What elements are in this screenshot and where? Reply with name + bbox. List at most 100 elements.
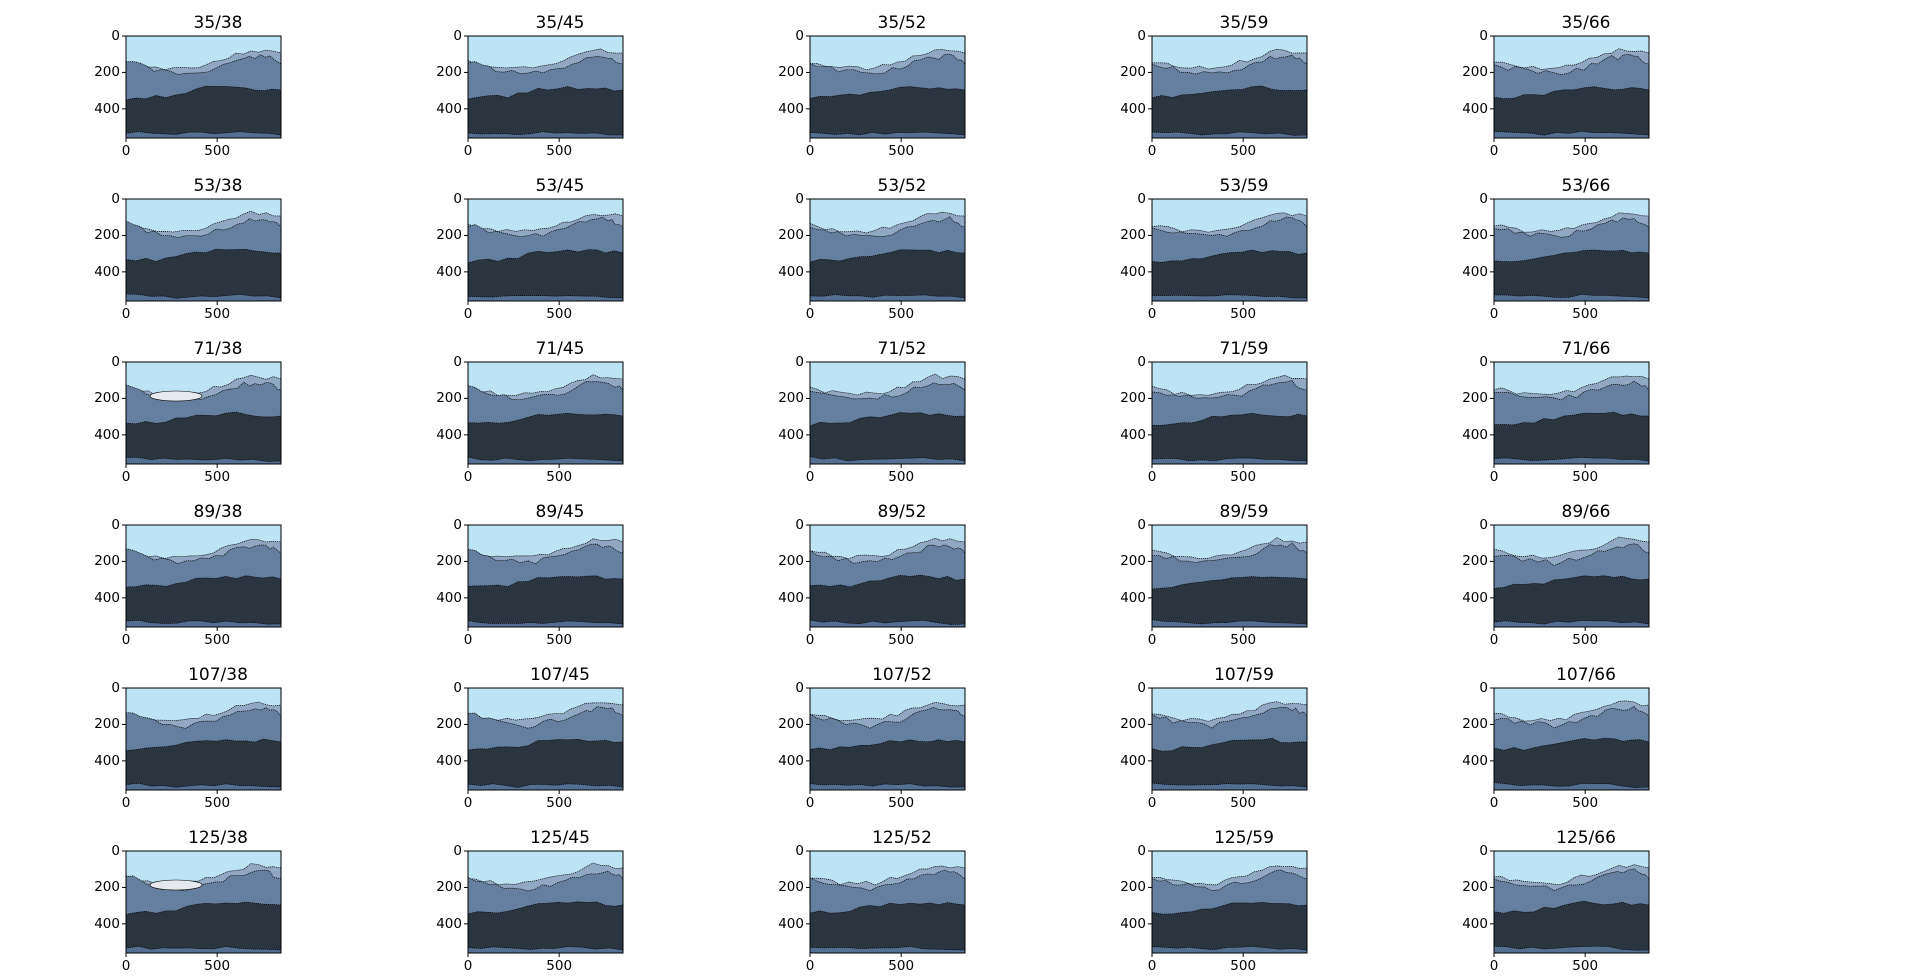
segmented-landscape-image	[806, 524, 966, 631]
segmented-landscape-image	[806, 687, 966, 794]
forest-region	[467, 575, 624, 628]
subplot-title: 71/59	[1219, 339, 1269, 359]
subplot-panel: 125/45 0 200 400 0 500	[382, 825, 642, 975]
y-tick-label: 0	[795, 354, 804, 370]
y-tick-label: 200	[436, 553, 462, 570]
x-tick-label: 500	[1230, 143, 1257, 159]
subplot-panel: 125/52 0 200 400 0 500	[724, 825, 984, 975]
x-tick-label: 0	[805, 958, 815, 974]
forest-region	[125, 85, 282, 139]
y-tick-label: 0	[453, 354, 462, 370]
x-tick-label: 500	[1572, 306, 1599, 322]
y-tick-label: 400	[1120, 426, 1146, 443]
subplot-panel: 71/59 0 200 400 0 500	[1066, 336, 1326, 486]
x-tick-label: 0	[1147, 306, 1157, 322]
subplot-panel: 107/52 0 200 400 0 500	[724, 662, 984, 812]
forest-region	[1151, 902, 1308, 954]
y-tick-label: 400	[1462, 752, 1488, 769]
y-tick-label: 0	[1137, 28, 1146, 44]
y-tick-label: 0	[1137, 680, 1146, 696]
forest-region	[809, 249, 966, 302]
segmented-landscape-image	[806, 361, 966, 468]
y-tick-label: 0	[1137, 354, 1146, 370]
subplot-panel: 89/59 0 200 400 0 500	[1066, 499, 1326, 649]
axes-frame	[125, 35, 282, 139]
y-tick-label: 200	[94, 553, 120, 570]
forest-region	[1151, 249, 1308, 302]
axes-frame	[1151, 850, 1308, 954]
y-tick-label: 400	[1462, 100, 1488, 117]
x-tick-label: 500	[1572, 795, 1599, 811]
subplot-title: 35/59	[1219, 13, 1269, 33]
subplot-panel: 71/52 0 200 400 0 500	[724, 336, 984, 486]
x-tick-label: 500	[204, 306, 231, 322]
y-tick-label: 200	[1462, 716, 1488, 733]
forest-region	[1493, 411, 1650, 465]
y-tick-label: 400	[778, 263, 804, 280]
forest-region	[125, 901, 282, 954]
y-tick-label: 400	[94, 915, 120, 932]
x-tick-label: 0	[463, 958, 473, 974]
subplot-title: 71/45	[535, 339, 585, 359]
axes-frame	[1151, 361, 1308, 465]
subplot-title: 35/45	[535, 13, 585, 33]
y-tick-label: 200	[778, 64, 804, 81]
subplot-panel: 35/45 0 200 400 0 500	[382, 10, 642, 160]
shore-region	[125, 619, 282, 628]
x-tick-label: 500	[204, 632, 231, 648]
subplot-title: 53/52	[877, 176, 927, 196]
x-tick-label: 0	[463, 632, 473, 648]
axes-frame	[467, 198, 624, 302]
subplot-title: 107/59	[1214, 665, 1274, 685]
y-tick-label: 200	[1120, 716, 1146, 733]
segmented-landscape-image	[1490, 198, 1650, 305]
shore-region	[1493, 130, 1650, 139]
segmented-landscape-image	[1148, 850, 1308, 957]
segmented-landscape-image	[1490, 361, 1650, 468]
x-tick-label: 500	[1230, 632, 1257, 648]
x-tick-label: 0	[463, 306, 473, 322]
x-tick-label: 0	[121, 958, 131, 974]
axes-frame	[809, 35, 966, 139]
segmented-landscape-image	[122, 850, 282, 957]
subplot-title: 53/66	[1561, 176, 1611, 196]
x-tick-label: 500	[546, 958, 573, 974]
forest-region	[467, 86, 624, 139]
y-tick-label: 400	[436, 263, 462, 280]
subplot-panel: 53/38 0 200 400 0 500	[40, 173, 300, 323]
x-tick-label: 0	[121, 469, 131, 485]
subplot-panel: 71/45 0 200 400 0 500	[382, 336, 642, 486]
x-tick-label: 0	[1489, 143, 1499, 159]
forest-region	[1151, 737, 1308, 791]
axes-frame	[125, 198, 282, 302]
segmented-landscape-image	[464, 687, 624, 794]
forest-region	[1151, 412, 1308, 465]
subplot-panel: 125/38 0 200 400 0 500	[40, 825, 300, 975]
y-tick-label: 0	[111, 843, 120, 859]
x-tick-label: 500	[888, 143, 915, 159]
forest-region	[467, 738, 624, 791]
x-tick-label: 0	[1489, 306, 1499, 322]
segmented-landscape-image	[464, 361, 624, 468]
subplot-panel: 107/45 0 200 400 0 500	[382, 662, 642, 812]
forest-region	[809, 412, 966, 465]
forest-region	[125, 411, 282, 465]
subplot-title: 125/38	[188, 828, 248, 848]
segmented-landscape-image	[1148, 198, 1308, 305]
x-tick-label: 0	[1147, 795, 1157, 811]
y-tick-label: 0	[111, 191, 120, 207]
subplot-title: 89/45	[535, 502, 585, 522]
shore-region	[467, 456, 624, 465]
subplot-panel: 35/38 0 200 400 0 500	[40, 10, 300, 160]
x-tick-label: 500	[1572, 958, 1599, 974]
shore-region	[1493, 945, 1650, 954]
subplot-title: 53/38	[193, 176, 243, 196]
subplot-title: 107/52	[872, 665, 932, 685]
y-tick-label: 400	[1462, 915, 1488, 932]
forest-region	[1151, 576, 1308, 628]
y-tick-label: 200	[1462, 390, 1488, 407]
forest-region	[467, 249, 624, 302]
segmented-landscape-image	[1490, 850, 1650, 957]
axes-frame	[1151, 524, 1308, 628]
axes-frame	[809, 198, 966, 302]
